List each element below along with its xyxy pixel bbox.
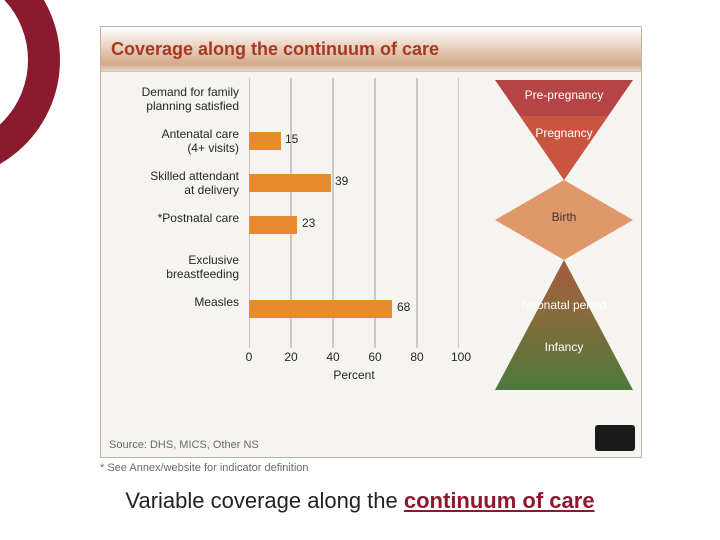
bar-label: Measles [101, 296, 245, 310]
caption-plain: Variable coverage along the [125, 488, 403, 513]
bar-label: *Postnatal care [101, 212, 245, 226]
caption: Variable coverage along the continuum of… [0, 488, 720, 514]
bar [249, 300, 392, 318]
bar [249, 132, 281, 150]
x-tick: 60 [367, 350, 383, 364]
bar-value: 68 [397, 300, 410, 314]
bar [249, 216, 297, 234]
slide: Coverage along the continuum of care [0, 0, 720, 540]
card-title-bar: Coverage along the continuum of care [101, 27, 641, 72]
bar-label: Skilled attendantat delivery [101, 170, 245, 198]
stage-label: Infancy [495, 340, 633, 354]
stage-wedge-bottom [495, 260, 633, 390]
source-text: Source: DHS, MICS, Other NS [109, 439, 259, 451]
bar [249, 174, 331, 192]
bar-label: Antenatal care(4+ visits) [101, 128, 245, 156]
stage-column: Pre-pregnancy Pregnancy Birth Neonatal p… [495, 80, 633, 390]
bar-row: Demand for familyplanning satisfied [101, 86, 481, 114]
bar-row: Exclusivebreastfeeding [101, 254, 481, 282]
card-body: Demand for familyplanning satisfied Ante… [101, 72, 641, 412]
card-title: Coverage along the continuum of care [111, 39, 439, 60]
bar-value: 39 [335, 174, 348, 188]
decorative-arc [0, 0, 60, 180]
stage-label: Pre-pregnancy [495, 88, 633, 102]
bar-value: 15 [285, 132, 298, 146]
bar-label: Exclusivebreastfeeding [101, 254, 245, 282]
caption-emphasis: continuum of care [404, 488, 595, 513]
bar-label: Demand for familyplanning satisfied [101, 86, 245, 114]
bar-value: 23 [302, 216, 315, 230]
x-tick: 100 [449, 350, 473, 364]
stage-label: Neonatal period [495, 298, 633, 312]
x-tick: 0 [241, 350, 257, 364]
x-tick: 20 [283, 350, 299, 364]
brand-badge [595, 425, 635, 451]
x-tick: 80 [409, 350, 425, 364]
stage-label: Pregnancy [495, 126, 633, 140]
x-tick: 40 [325, 350, 341, 364]
annex-note: * See Annex/website for indicator defini… [100, 462, 309, 474]
stage-birth-bot [495, 220, 633, 260]
bar-chart: Demand for familyplanning satisfied Ante… [101, 78, 481, 388]
chart-card: Coverage along the continuum of care [100, 26, 642, 458]
x-axis-label: Percent [249, 368, 459, 382]
stage-label: Birth [495, 210, 633, 224]
